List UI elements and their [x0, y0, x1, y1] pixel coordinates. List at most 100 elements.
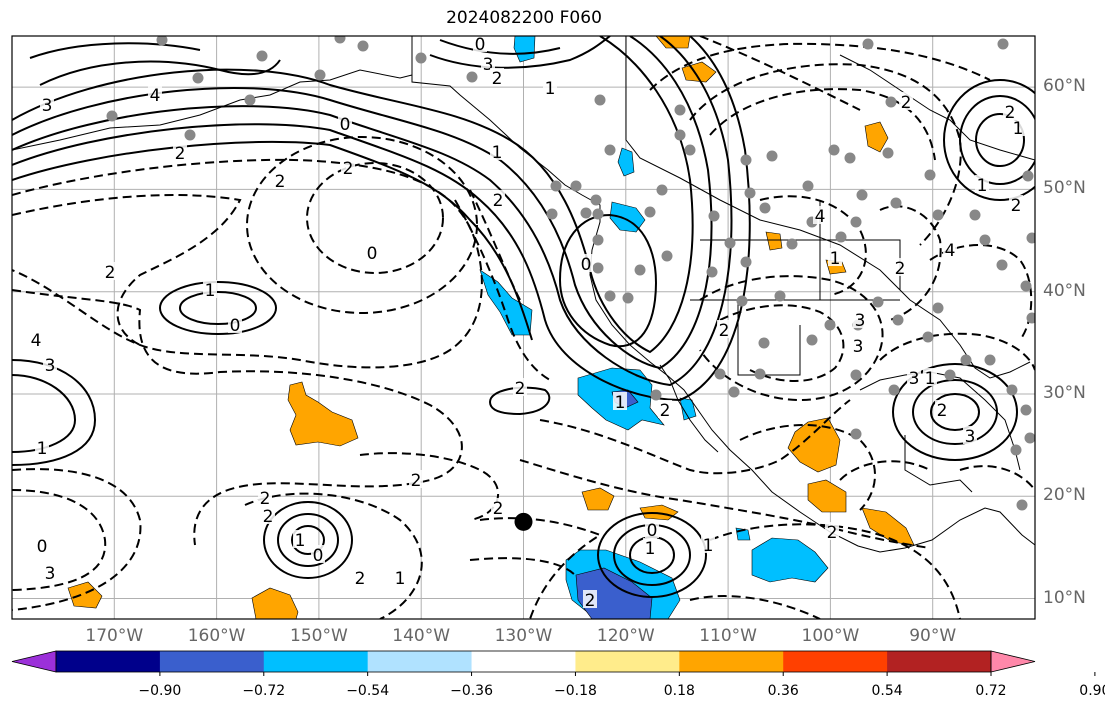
station-dot: [592, 208, 604, 220]
contour-label: 3: [855, 311, 866, 331]
map-frame: [11, 35, 1036, 620]
station-dot: [885, 96, 897, 108]
longitude-label: 170°W: [85, 626, 144, 646]
contour-label-background: [203, 280, 217, 298]
contour-label-background: [490, 142, 504, 160]
colorbar-extend-right-triangle: [990, 650, 1036, 673]
contour-label-background: [148, 85, 162, 103]
station-dot: [604, 144, 616, 156]
contour-label: 2: [411, 471, 422, 491]
station-dot: [415, 52, 427, 64]
contour-label-background: [341, 158, 355, 176]
colorbar-segment: [56, 651, 161, 672]
station-dot: [314, 69, 326, 81]
latitude-label: 20°N: [1043, 485, 1086, 506]
contour-label-background: [579, 254, 593, 272]
longitude-label: 90°W: [909, 626, 957, 646]
station-dot: [806, 334, 818, 346]
positive-anomaly-region: [67, 581, 103, 609]
contour-label-background: [261, 506, 275, 524]
contour-label-background: [338, 114, 352, 132]
station-dot: [592, 262, 604, 274]
station-dot: [714, 368, 726, 380]
contour-label: 2: [901, 93, 912, 113]
station-dot: [256, 50, 268, 62]
latitude-label: 10°N: [1043, 587, 1086, 608]
dashed-contours: [12, 36, 1035, 619]
contour-label-background: [643, 538, 657, 556]
positive-anomaly-region: [864, 121, 889, 153]
contour-label: 4: [945, 241, 956, 261]
negative-anomaly-region: [609, 201, 646, 233]
contour-label: 2: [105, 263, 116, 283]
contour-label-background: [899, 92, 913, 110]
contour-label: 0: [340, 115, 351, 135]
contour-label-background: [853, 310, 867, 328]
contour-label-background: [975, 175, 989, 193]
latitude-label: 50°N: [1043, 178, 1086, 199]
colorbar-tick-label: 0.36: [767, 683, 799, 699]
contour-label-background: [228, 315, 242, 333]
station-dot: [1026, 232, 1035, 244]
contour-label-background: [29, 330, 43, 348]
longitude-label: 160°W: [187, 626, 246, 646]
station-dot: [728, 386, 740, 398]
negative-anomaly-region: [513, 36, 536, 63]
positive-anomaly-region: [251, 587, 299, 619]
station-dot: [634, 264, 646, 276]
station-dot: [828, 144, 840, 156]
station-dot: [515, 20, 526, 31]
station-dot: [862, 38, 874, 50]
station-dot: [184, 129, 196, 141]
contour-label-background: [583, 590, 597, 608]
colorbar-segment: [367, 651, 473, 672]
station-dot: [844, 152, 856, 164]
longitude-label: 100°W: [801, 626, 860, 646]
station-dot: [106, 110, 118, 122]
contour-label: 3: [45, 356, 56, 376]
station-dot: [466, 71, 478, 83]
station-dot: [835, 231, 847, 243]
contour-label-background: [645, 520, 659, 538]
station-dot: [740, 154, 752, 166]
contour-label-background: [491, 498, 505, 516]
contour-label-background: [613, 392, 627, 410]
contour-label: 2: [492, 69, 503, 89]
contour-label: 2: [719, 321, 730, 341]
longitude-label: 150°W: [290, 626, 348, 646]
station-dot: [1016, 499, 1028, 511]
station-dot: [622, 292, 634, 304]
colorbar-segment: [159, 651, 265, 672]
station-dot: [922, 331, 934, 343]
contour-label: 1: [37, 439, 48, 459]
contour-label: 2: [1005, 103, 1016, 123]
station-dot: [754, 368, 766, 380]
contour-label-background: [825, 522, 839, 540]
station-dot: [996, 259, 1008, 271]
station-dot: [856, 189, 868, 201]
station-dot: [960, 354, 972, 366]
station-dot: [674, 129, 686, 141]
contour-label: 2: [260, 489, 271, 509]
contour-label-background: [473, 36, 487, 52]
station-dot: [156, 36, 168, 46]
contour-label: 2: [175, 144, 186, 164]
station-dot: [334, 36, 346, 44]
contour-label: 0: [475, 35, 486, 55]
station-dot: [824, 319, 836, 331]
contour-label: 1: [395, 569, 406, 589]
contour-label: 0: [647, 521, 658, 541]
contour-label: 2: [343, 159, 354, 179]
colorbar-segment: [679, 651, 784, 672]
station-dot: [1020, 280, 1032, 292]
station-dot: [759, 202, 771, 214]
contour-label-background: [717, 320, 731, 338]
longitude-label: 140°W: [392, 626, 451, 646]
station-dot: [674, 104, 686, 116]
contour-label: 1: [492, 143, 503, 163]
station-dot: [708, 210, 720, 222]
station-dot: [724, 237, 736, 249]
station-dot: [592, 234, 604, 246]
